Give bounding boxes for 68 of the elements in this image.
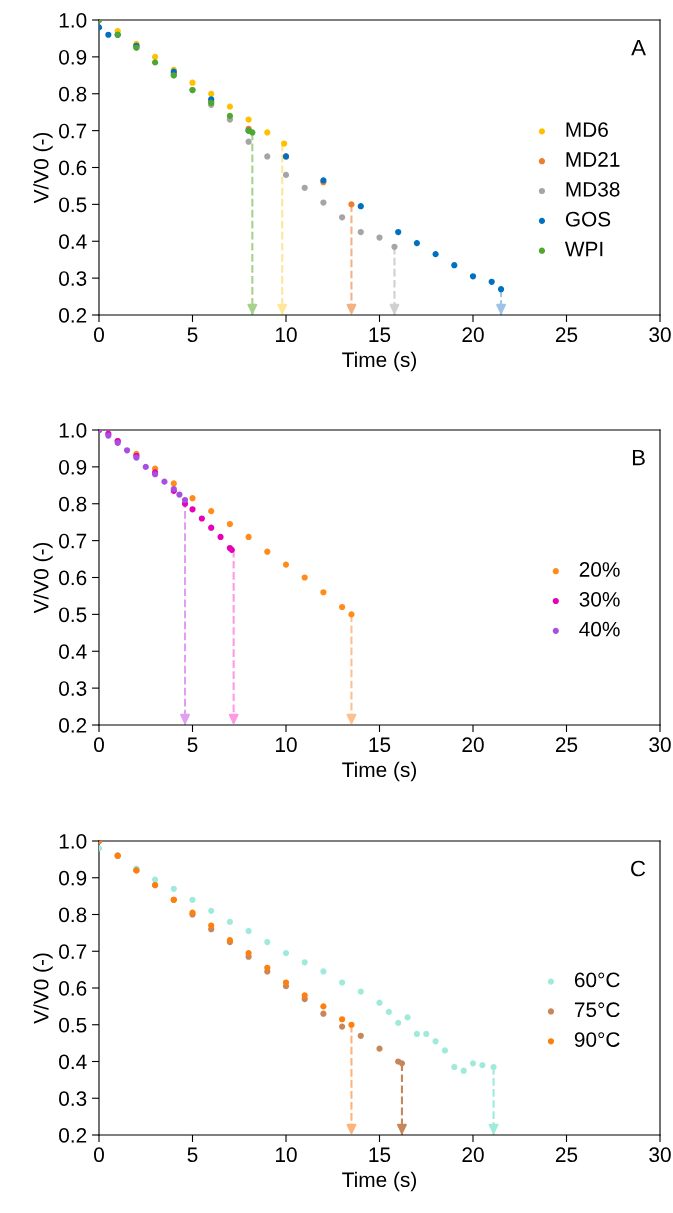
y-tick-label: 0.6 <box>59 570 87 586</box>
y-tick-label: 0.3 <box>59 681 87 696</box>
y-tick-label: 0.5 <box>59 607 87 623</box>
x-tick-label: 30 <box>649 737 671 753</box>
x-tick-label: 15 <box>369 327 391 343</box>
y-tick-label: 0.9 <box>59 49 87 65</box>
legend-label: 40% <box>579 621 620 637</box>
y-tick-label: 0.3 <box>59 1091 87 1106</box>
x-axis-title: Time (s) <box>342 1171 417 1192</box>
legend-label: GOS <box>565 211 611 227</box>
y-tick-label: 0.4 <box>59 234 87 249</box>
legend-label: MD21 <box>566 152 620 167</box>
x-tick-label: 30 <box>649 327 671 343</box>
y-tick-label: 0.8 <box>59 496 87 512</box>
x-tick-label: 5 <box>187 737 198 753</box>
legend-label: MD38 <box>566 181 620 197</box>
x-tick-label: 15 <box>369 737 391 753</box>
y-tick-label: 1.0 <box>59 13 87 28</box>
y-tick-label: 0.4 <box>59 1054 87 1070</box>
x-tick-label: 20 <box>462 737 484 753</box>
y-tick-label: 0.5 <box>59 197 87 213</box>
x-tick-label: 15 <box>369 1147 391 1163</box>
y-tick-label: 0.5 <box>59 1017 87 1033</box>
y-tick-label: 0.6 <box>59 160 87 176</box>
legend-label: 30% <box>579 591 620 607</box>
y-axis-title: V/V0 (-) <box>33 542 53 614</box>
x-tick-label: 5 <box>187 1147 198 1163</box>
x-tick-label: 5 <box>187 327 198 343</box>
x-axis-title: Time (s) <box>342 351 417 372</box>
legend-label: 75°C <box>574 1002 620 1018</box>
y-tick-label: 0.8 <box>59 907 87 923</box>
y-tick-label: 0.6 <box>59 981 87 996</box>
y-tick-label: 1.0 <box>59 423 87 438</box>
x-tick-label: 10 <box>276 737 297 753</box>
annotation: A <box>631 39 646 56</box>
y-tick-label: 0.9 <box>59 459 87 475</box>
annotation: C <box>631 860 646 877</box>
y-axis-title: V/V0 (-) <box>33 132 53 204</box>
annotation: B <box>632 449 645 466</box>
y-tick-label: 0.7 <box>59 533 87 549</box>
y-tick-label: 0.2 <box>59 718 87 733</box>
y-tick-label: 0.8 <box>59 86 87 102</box>
x-tick-label: 10 <box>276 327 297 343</box>
x-tick-label: 25 <box>555 1147 578 1163</box>
legend-label: 60°C <box>574 972 620 988</box>
x-tick-label: 20 <box>462 327 484 343</box>
legend-label: 20% <box>579 562 620 577</box>
x-tick-label: 25 <box>555 737 578 753</box>
x-tick-label: 30 <box>649 1147 671 1163</box>
legend-label: WPI <box>564 241 603 257</box>
y-tick-label: 1.0 <box>59 834 87 849</box>
legend-label: 90°C <box>574 1032 620 1047</box>
y-tick-label: 0.2 <box>59 308 87 323</box>
y-tick-label: 0.9 <box>59 870 87 886</box>
y-axis-title: V/V0 (-) <box>33 953 53 1024</box>
x-tick-label: 0 <box>94 737 104 753</box>
x-tick-label: 25 <box>555 327 578 343</box>
x-tick-label: 0 <box>94 1147 104 1163</box>
y-tick-label: 0.4 <box>59 644 87 659</box>
legend-label: MD6 <box>566 122 608 138</box>
x-tick-label: 20 <box>462 1147 484 1163</box>
x-tick-label: 0 <box>94 327 104 343</box>
x-tick-label: 10 <box>276 1147 297 1163</box>
y-tick-label: 0.2 <box>59 1128 87 1143</box>
y-tick-label: 0.7 <box>59 123 87 139</box>
y-tick-label: 0.3 <box>59 271 87 286</box>
y-tick-label: 0.7 <box>59 944 87 959</box>
x-axis-title: Time (s) <box>342 761 417 782</box>
